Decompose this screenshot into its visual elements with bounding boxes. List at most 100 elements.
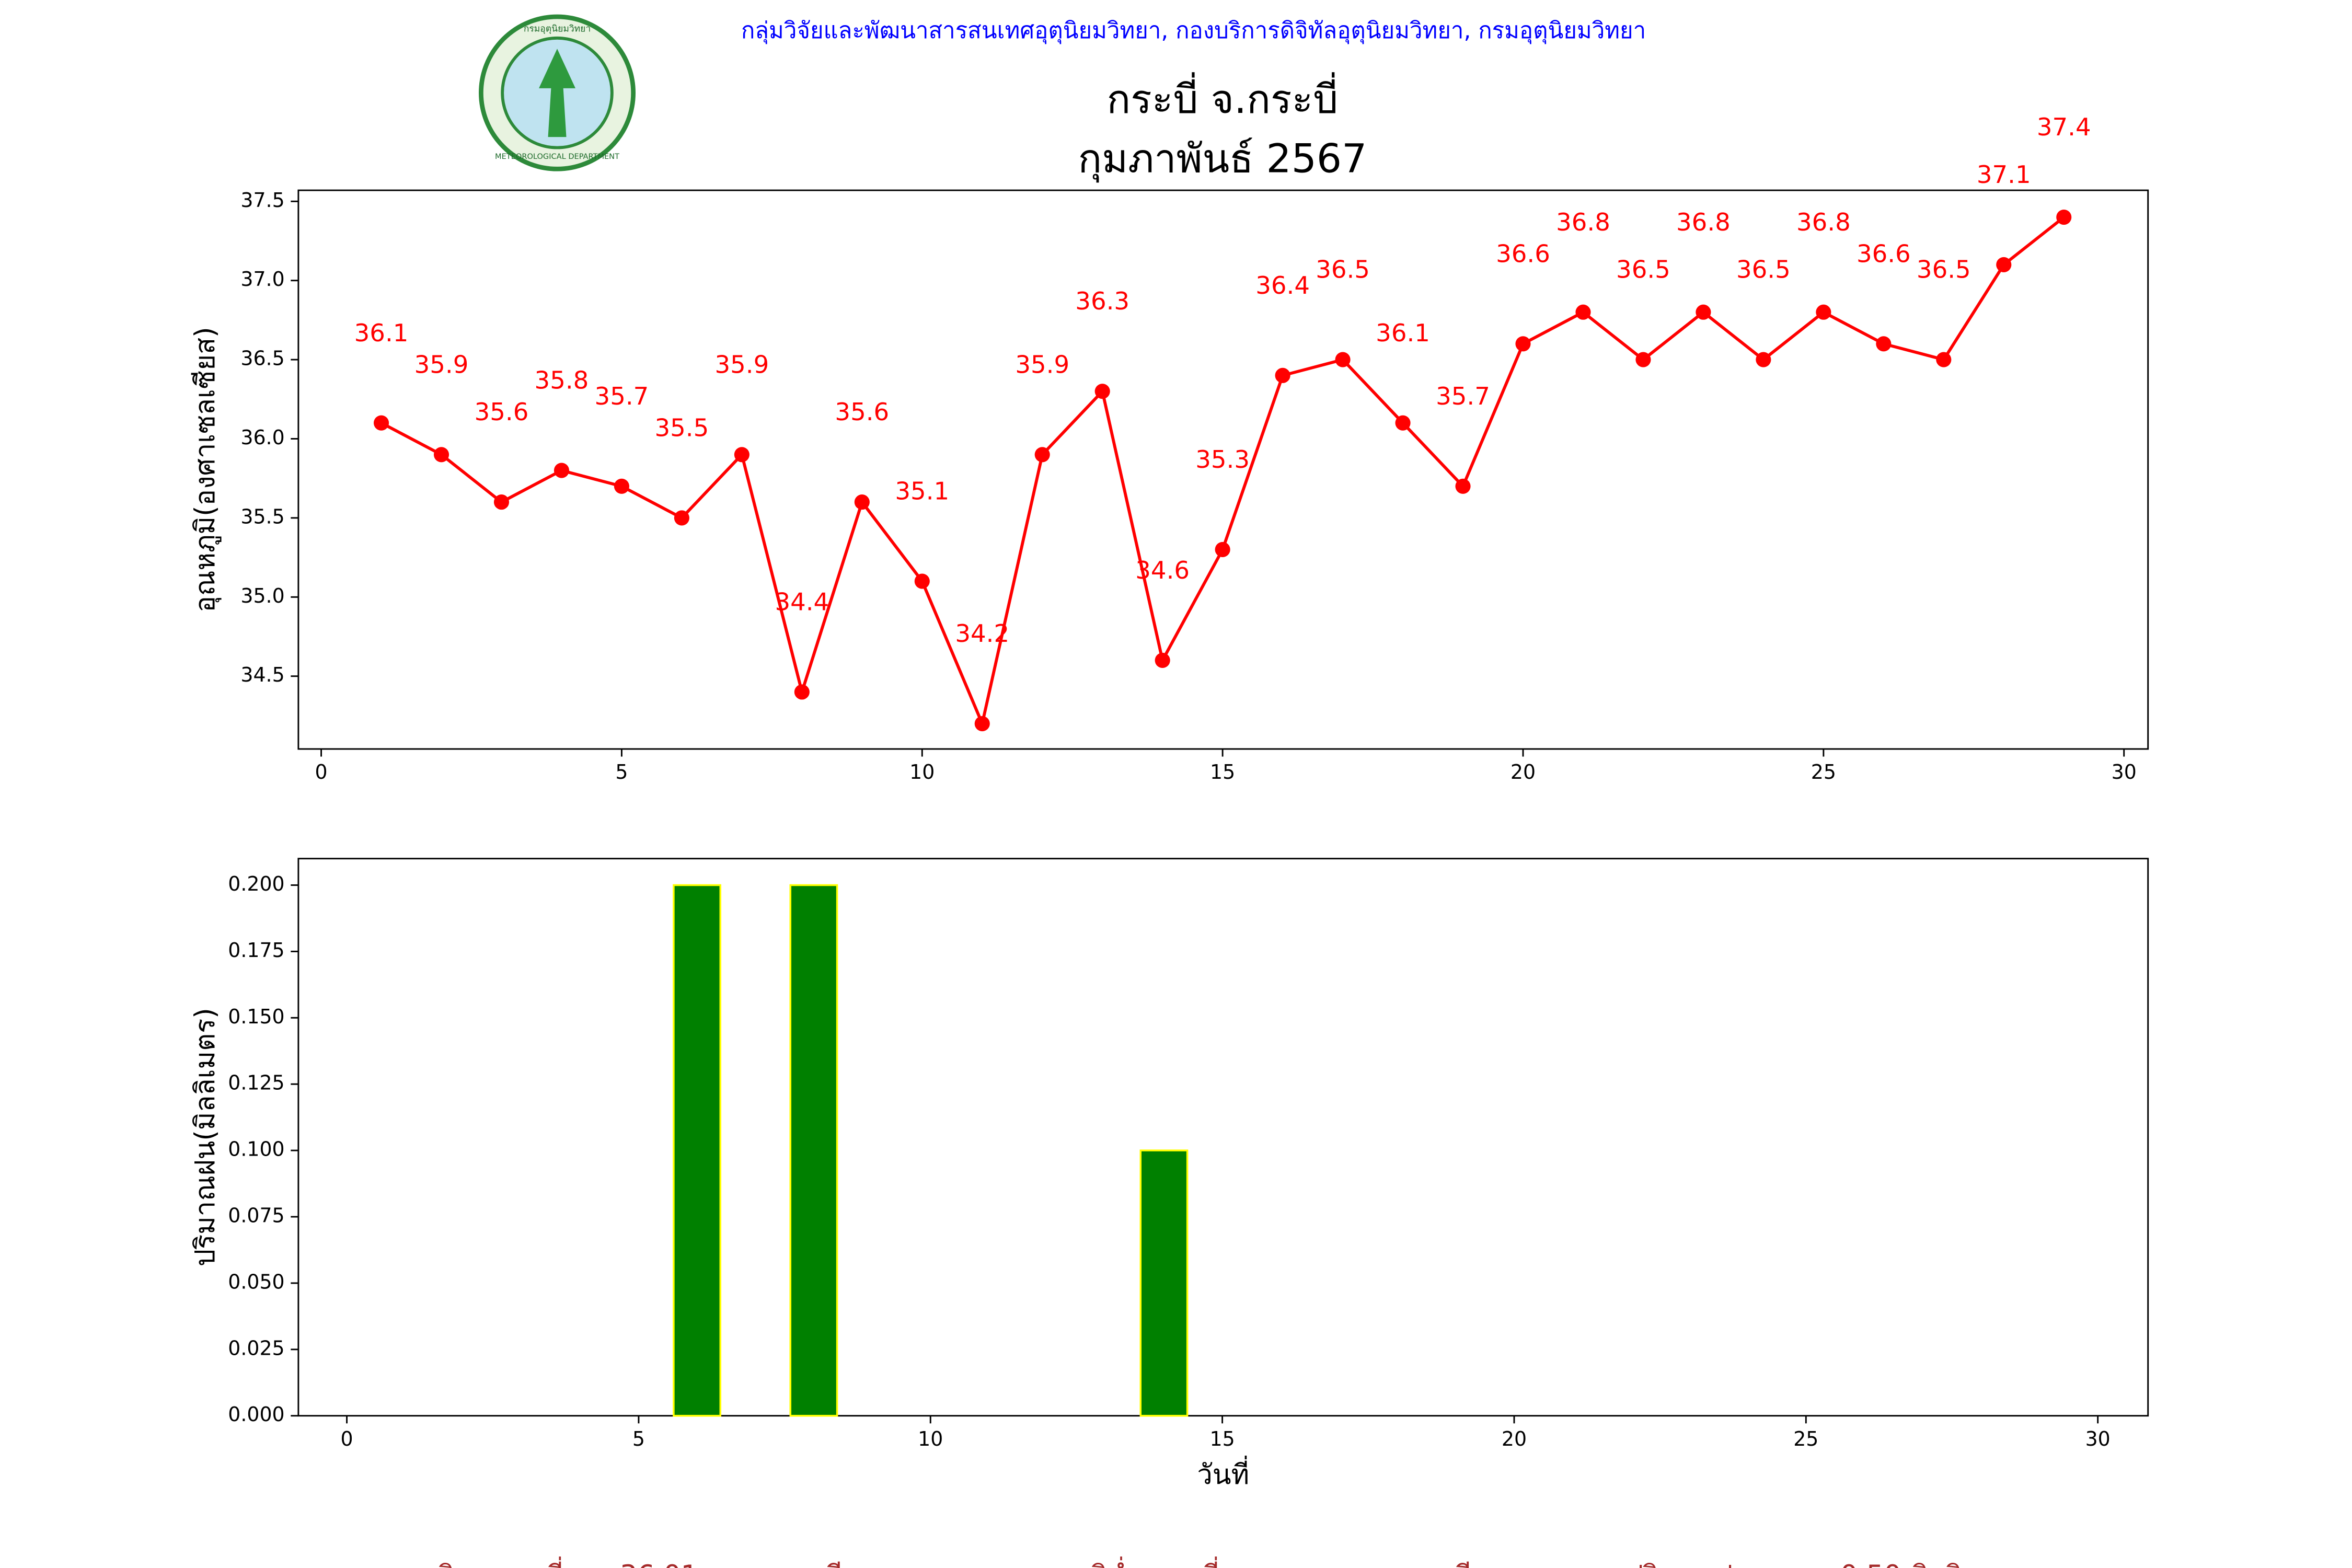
- value-label: 36.5: [1616, 256, 1670, 284]
- data-point: [493, 494, 510, 510]
- x-tick-label: 25: [1793, 1427, 1818, 1450]
- value-label: 35.7: [1436, 382, 1490, 410]
- value-label: 36.5: [1917, 256, 1971, 284]
- footer-stat: ปริมาณฝนรวม = 0.50 มิลลิเมตร: [1626, 1560, 2022, 1568]
- y-tick-label: 0.025: [228, 1336, 284, 1359]
- data-point: [854, 494, 870, 510]
- value-label: 35.3: [1195, 445, 1250, 474]
- value-label: 37.4: [2037, 113, 2091, 141]
- x-tick-label: 30: [2085, 1427, 2111, 1450]
- data-point: [1756, 352, 1771, 367]
- value-label: 34.6: [1135, 556, 1190, 584]
- y-tick-label: 34.5: [240, 663, 284, 686]
- data-point: [794, 684, 810, 700]
- value-label: 36.8: [1676, 208, 1731, 236]
- value-label: 35.7: [595, 382, 649, 410]
- data-point: [1635, 352, 1651, 367]
- data-point: [1155, 652, 1170, 668]
- y-tick-label: 36.0: [240, 426, 284, 449]
- y-tick-label: 0.125: [228, 1071, 284, 1094]
- y-axis-label: ปริมาณฝน(มิลลิเมตร): [189, 1008, 221, 1266]
- y-tick-label: 36.5: [240, 347, 284, 370]
- data-point: [1034, 447, 1050, 463]
- data-point: [734, 447, 750, 463]
- value-label: 35.6: [835, 398, 889, 426]
- x-tick-label: 30: [2112, 760, 2137, 783]
- data-point: [1215, 541, 1230, 558]
- value-label: 36.1: [354, 319, 409, 347]
- y-tick-label: 0.000: [228, 1403, 284, 1426]
- data-point: [1094, 384, 1110, 399]
- plot-frame: [297, 858, 2149, 1417]
- value-label: 36.3: [1075, 287, 1129, 315]
- data-point: [1335, 352, 1351, 367]
- value-label: 35.5: [655, 413, 709, 442]
- y-tick-label: 0.150: [228, 1005, 284, 1028]
- rain-bar: [673, 884, 721, 1417]
- chart-title: กระบี่ จ.กระบี่: [1106, 72, 1338, 122]
- x-axis-label: วันที่: [1197, 1456, 1249, 1491]
- data-point: [614, 478, 629, 494]
- y-tick-label: 37.0: [240, 268, 284, 291]
- data-point: [1816, 304, 1831, 320]
- value-label: 37.1: [1977, 160, 2031, 189]
- y-tick-label: 0.100: [228, 1138, 284, 1161]
- chart-subtitle: กุมภาพันธ์ 2567: [1078, 136, 1367, 183]
- value-label: 35.6: [475, 398, 529, 426]
- header: กลุ่มวิจัยและพัฒนาสารสนเทศอุตุนิยมวิทยา,…: [741, 17, 1646, 44]
- data-point: [1996, 257, 2012, 272]
- y-tick-label: 37.5: [240, 189, 284, 212]
- data-point: [1696, 304, 1711, 320]
- logo-bottom-text: METEOROLOGICAL DEPARTMENT: [495, 152, 619, 161]
- x-tick-label: 10: [909, 760, 935, 783]
- data-point: [674, 510, 689, 526]
- value-label: 36.6: [1857, 239, 1911, 268]
- y-tick-label: 35.5: [240, 505, 284, 528]
- x-tick-label: 5: [632, 1427, 645, 1450]
- data-point: [554, 463, 570, 478]
- y-tick-label: 0.050: [228, 1270, 284, 1293]
- data-point: [433, 447, 449, 463]
- y-tick-label: 0.200: [228, 872, 284, 895]
- value-label: 34.4: [775, 588, 829, 616]
- logo: กรมอุตุนิยมวิทยา METEOROLOGICAL DEPARTME…: [479, 14, 636, 171]
- x-tick-label: 20: [1511, 760, 1536, 783]
- logo-top-text: กรมอุตุนิยมวิทยา: [524, 24, 591, 34]
- data-point: [1936, 352, 1952, 367]
- value-label: 34.2: [955, 619, 1009, 648]
- value-label: 35.9: [714, 350, 769, 378]
- data-point: [1515, 336, 1531, 352]
- value-label: 36.8: [1556, 208, 1610, 236]
- data-point: [1275, 367, 1290, 383]
- x-tick-label: 15: [1210, 1427, 1235, 1450]
- rain-bar: [789, 884, 838, 1417]
- x-tick-label: 20: [1502, 1427, 1527, 1450]
- x-tick-label: 25: [1811, 760, 1836, 783]
- data-point: [914, 573, 930, 589]
- value-label: 36.6: [1496, 239, 1550, 268]
- value-label: 35.1: [895, 477, 949, 505]
- value-label: 36.5: [1316, 256, 1370, 284]
- logo-figure: [539, 49, 575, 137]
- data-point: [373, 415, 389, 431]
- x-tick-label: 0: [341, 1427, 353, 1450]
- y-tick-label: 0.175: [228, 939, 284, 962]
- value-label: 36.5: [1736, 256, 1791, 284]
- value-label: 35.8: [535, 366, 589, 395]
- data-point: [1395, 415, 1411, 431]
- data-point: [974, 716, 990, 732]
- value-label: 36.4: [1255, 271, 1310, 299]
- y-tick-label: 35.0: [240, 584, 284, 607]
- data-point: [1455, 478, 1471, 494]
- x-tick-label: 15: [1210, 760, 1235, 783]
- value-label: 35.9: [414, 350, 469, 378]
- y-axis-label: อุณหภูมิ(องศาเซลเซียส): [189, 327, 222, 612]
- rain-bar: [1139, 1149, 1189, 1417]
- data-point: [1876, 336, 1892, 352]
- value-label: 36.1: [1376, 319, 1430, 347]
- x-tick-label: 10: [918, 1427, 943, 1450]
- data-point: [2056, 209, 2072, 225]
- y-tick-label: 0.075: [228, 1204, 284, 1227]
